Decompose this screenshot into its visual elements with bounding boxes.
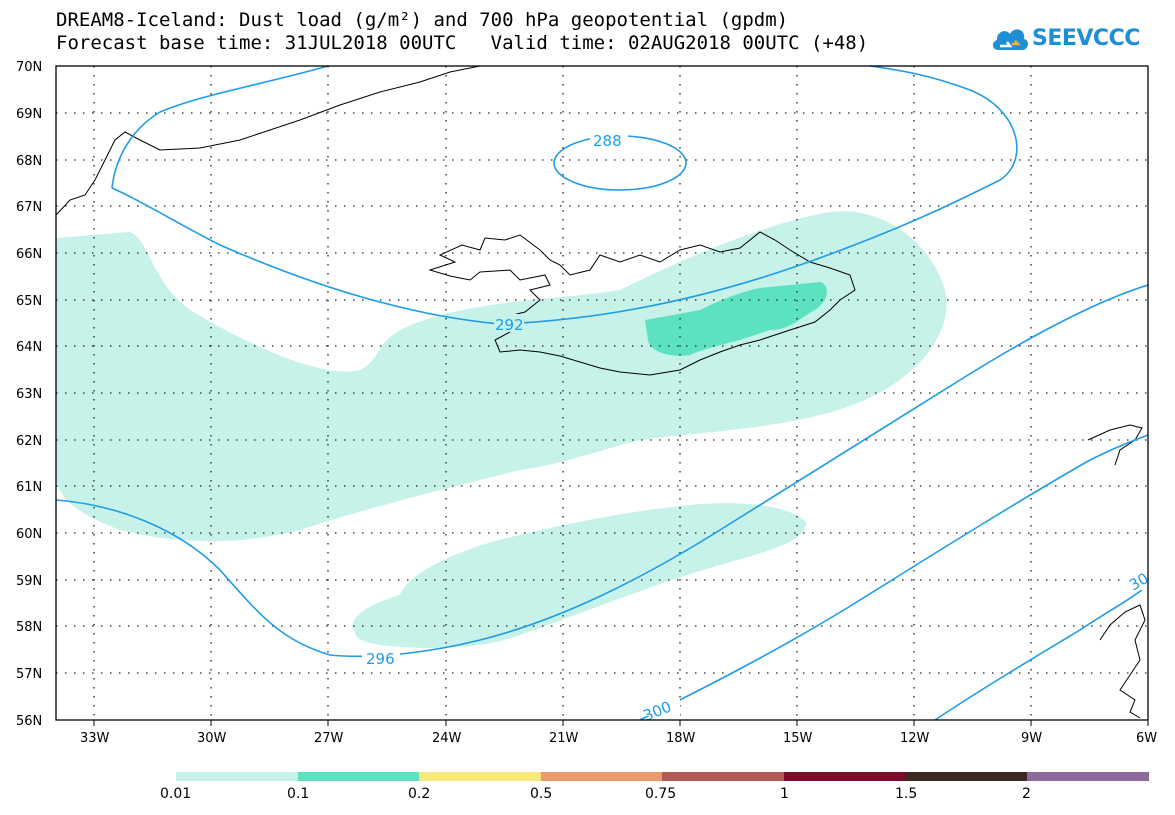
contour-label-288: 288	[593, 132, 622, 150]
lon-label: 6W	[1136, 731, 1157, 746]
lat-label: 61N	[16, 480, 42, 495]
lat-label: 56N	[16, 714, 42, 729]
contour-296	[55, 284, 1149, 658]
iceland-coast	[428, 231, 856, 376]
legend-label: 0.75	[645, 786, 677, 802]
lon-label: 15W	[783, 731, 813, 746]
lat-label: 63N	[16, 387, 42, 402]
legend-label: 1	[780, 786, 789, 802]
legend-label: 0.5	[530, 786, 553, 802]
lat-label: 60N	[16, 527, 42, 542]
dust-load-mid	[645, 282, 827, 356]
cloud-logo-icon	[992, 29, 1028, 50]
lat-label: 65N	[16, 294, 42, 309]
scotland-coast	[1099, 604, 1146, 719]
legend-swatch	[784, 772, 906, 781]
lon-label: 21W	[549, 731, 579, 746]
lat-label: 70N	[16, 60, 42, 75]
coastlines	[55, 65, 1146, 719]
contour-300	[639, 434, 1149, 721]
legend-label: 2	[1022, 786, 1031, 802]
lat-label: 69N	[16, 107, 42, 122]
legend-swatch	[419, 772, 541, 781]
lon-label: 30W	[197, 731, 227, 746]
map-title: DREAM8-Iceland: Dust load (g/m²) and 700…	[56, 9, 789, 31]
legend-swatch	[906, 772, 1027, 781]
geopotential-contours	[55, 65, 1149, 721]
legend-swatch	[298, 772, 419, 781]
seevccc-logo: SEEVCCC	[990, 22, 1160, 58]
contour-292	[111, 65, 1018, 325]
map-subtitle: Forecast base time: 31JUL2018 00UTC Vali…	[56, 32, 869, 54]
legend-label: 1.5	[895, 786, 918, 802]
legend-swatch	[541, 772, 662, 781]
lat-label: 62N	[16, 434, 42, 449]
norway-coast	[1087, 424, 1143, 466]
logo-text: SEEVCCC	[1032, 26, 1140, 51]
lat-label: 58N	[16, 620, 42, 635]
map-frame	[55, 65, 1149, 721]
legend-colorbar	[176, 772, 1149, 781]
lat-label: 67N	[16, 200, 42, 215]
greenland-coast	[55, 65, 481, 216]
legend-label: 0.1	[287, 786, 310, 802]
legend-label: 0.2	[408, 786, 431, 802]
legend-swatch	[176, 772, 298, 781]
lon-label: 27W	[314, 731, 344, 746]
contour-300b	[934, 584, 1149, 721]
contour-label-296: 296	[366, 650, 395, 668]
contour-label-292: 292	[495, 316, 524, 334]
legend-label: 0.01	[160, 786, 192, 802]
lat-label: 59N	[16, 574, 42, 589]
legend-swatch	[1027, 772, 1149, 781]
latitude-labels: 70N 69N 68N 67N 66N 65N 64N 63N 62N 61N …	[16, 60, 42, 729]
lat-label: 68N	[16, 154, 42, 169]
lon-label: 9W	[1021, 731, 1042, 746]
contour-292-north	[111, 65, 329, 189]
lat-label: 57N	[16, 667, 42, 682]
lon-label: 18W	[666, 731, 696, 746]
lat-label: 66N	[16, 247, 42, 262]
longitude-labels: 33W 30W 27W 24W 21W 18W 15W 12W 9W 6W	[80, 731, 1157, 746]
lon-label: 24W	[432, 731, 462, 746]
lon-label: 33W	[80, 731, 110, 746]
lon-label: 12W	[900, 731, 930, 746]
legend-swatch	[662, 772, 784, 781]
dust-load-low	[56, 211, 947, 648]
lat-label: 64N	[16, 340, 42, 355]
